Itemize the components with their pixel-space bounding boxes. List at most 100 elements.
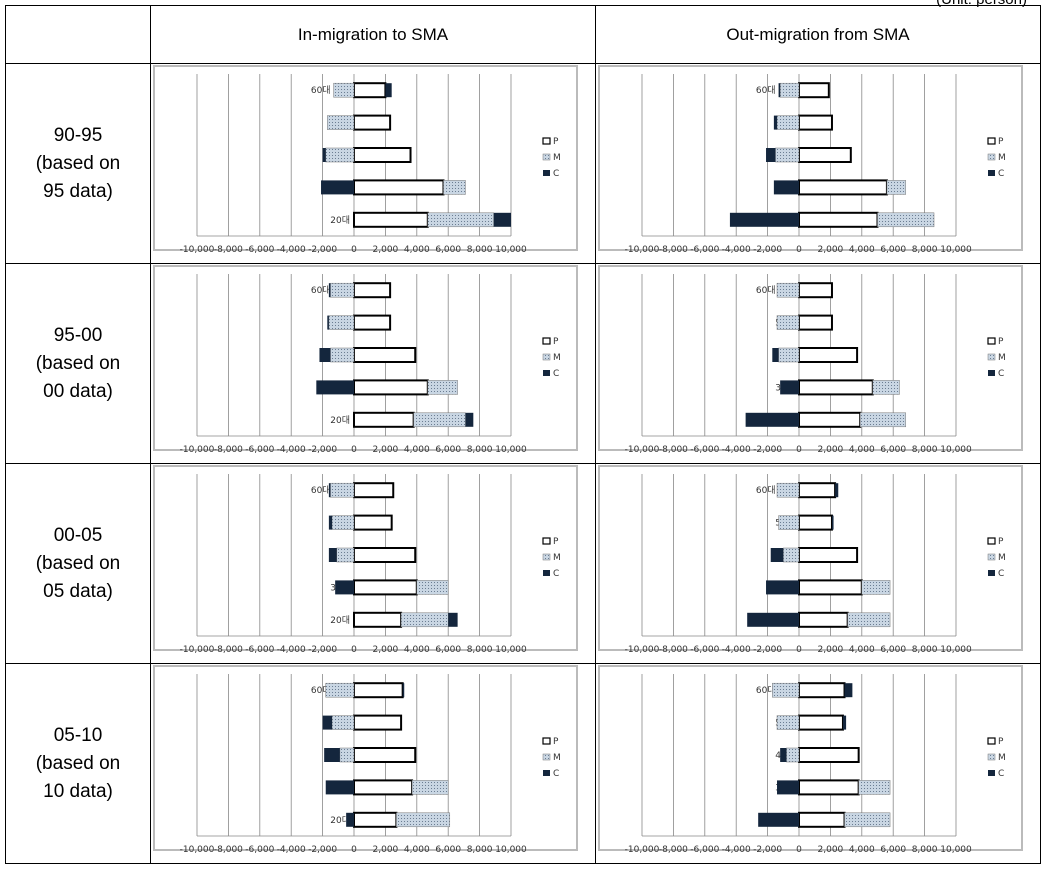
row-label: 00-05 (based on 05 data) [5, 463, 151, 664]
bar-M [783, 547, 800, 563]
bar-C [777, 780, 799, 795]
bar-C [831, 515, 834, 530]
x-tick-label: 2,000 [818, 245, 844, 255]
x-tick-label: 6,000 [435, 445, 461, 455]
bar-M [859, 412, 907, 428]
bar-M [776, 282, 800, 298]
x-tick-label: -10,000 [180, 845, 215, 855]
x-tick-label: 0 [796, 445, 802, 455]
bar-P [798, 411, 862, 428]
legend-swatch-M [987, 553, 996, 561]
x-tick-label: 4,000 [404, 645, 430, 655]
x-tick-label: -2,000 [308, 445, 337, 455]
x-tick-label: 8,000 [467, 445, 493, 455]
chart-cell: -10,000 -8,000 -6,000 -4,000 -2,000 0 2,000 4,0… [150, 663, 596, 864]
bar-M [396, 812, 451, 828]
x-tick-label: -10,000 [625, 445, 660, 455]
bar-C [322, 148, 326, 162]
legend-swatch-C [543, 570, 550, 576]
legend-label: P [553, 737, 559, 747]
bar-P [798, 482, 837, 499]
x-tick-label: -2,000 [753, 445, 782, 455]
bar-C [335, 580, 354, 595]
period: 00-05 [53, 524, 103, 546]
row-label: 95-00 (based on 00 data) [5, 263, 151, 464]
x-tick-label: 0 [351, 845, 357, 855]
bar-P [798, 147, 852, 163]
legend-swatch-C [543, 170, 550, 176]
legend-swatch-M [987, 753, 996, 761]
bar-P [353, 347, 417, 363]
bar-C [766, 580, 799, 595]
legend-swatch-P [987, 737, 996, 745]
bar-chart: -10,000 -8,000 -6,000 -4,000 -2,000 0 2,000 4,0… [598, 665, 1023, 855]
basis: 10 data) [43, 780, 113, 802]
legend-label: M [998, 353, 1006, 363]
bar-M [886, 180, 907, 195]
x-tick-label: 2,000 [373, 445, 399, 455]
bar-M [844, 812, 891, 828]
bar-chart: -10,000 -8,000 -6,000 -4,000 -2,000 0 2,000 4,0… [598, 465, 1023, 655]
x-tick-label: -6,000 [690, 845, 719, 855]
bar-C [766, 148, 776, 162]
legend-swatch-M [542, 353, 551, 361]
legend-label: P [998, 337, 1004, 347]
bar-M [778, 515, 800, 530]
legend-swatch-C [543, 770, 550, 776]
x-tick-label: -4,000 [722, 445, 751, 455]
x-tick-label: 6,000 [880, 245, 906, 255]
bar-M [336, 547, 355, 563]
legend-swatch-C [988, 570, 995, 576]
x-tick-label: 10,000 [495, 445, 527, 455]
bar-P [353, 547, 417, 563]
bar-P [353, 282, 392, 299]
x-tick-label: 0 [351, 445, 357, 455]
bar-M [778, 347, 800, 363]
basis: (based on [35, 752, 121, 774]
x-tick-label: -6,000 [690, 445, 719, 455]
x-tick-label: 4,000 [849, 645, 875, 655]
bar-M [776, 115, 800, 130]
legend-label: P [998, 537, 1004, 547]
bar-C [758, 812, 799, 827]
x-tick-label: -2,000 [308, 245, 337, 255]
legend-label: M [998, 153, 1006, 163]
x-tick-label: -4,000 [277, 245, 306, 255]
bar-M [331, 715, 355, 730]
bar-P [353, 179, 445, 196]
bar-P [353, 411, 415, 428]
bar-P [798, 779, 860, 796]
bar-C [780, 748, 787, 762]
bar-P [353, 611, 403, 628]
x-tick-label: 10,000 [495, 645, 527, 655]
bar-P [798, 211, 879, 228]
x-tick-label: 6,000 [880, 645, 906, 655]
category-label: 20대 [330, 215, 350, 226]
bar-M [416, 580, 449, 595]
legend-swatch-P [987, 137, 996, 145]
bar-P [353, 579, 418, 596]
bar-M [331, 515, 355, 530]
bar-M [443, 180, 466, 195]
legend-swatch-C [988, 770, 995, 776]
row-period: 95-00 (based on 00 data) -10,000 -8,000 -6,0… [5, 263, 1041, 464]
bar-chart: -10,000 -8,000 -6,000 -4,000 -2,000 0 2,000 4,0… [153, 265, 578, 455]
chart-cell: -10,000 -8,000 -6,000 -4,000 -2,000 0 2,000 4,0… [150, 63, 596, 264]
bar-M [411, 780, 449, 795]
x-tick-label: 4,000 [404, 845, 430, 855]
bar-M [786, 747, 800, 763]
bar-P [353, 314, 392, 331]
x-tick-label: -4,000 [277, 645, 306, 655]
bar-C [328, 483, 331, 498]
bar-C [773, 115, 778, 130]
x-tick-label: -8,000 [214, 245, 243, 255]
unit-label: (Unit: person) [936, 0, 1027, 8]
migration-table: In-migration to SMA Out-migration from S… [5, 5, 1041, 864]
header-out-migration: Out-migration from SMA [595, 5, 1041, 64]
bar-M [339, 747, 355, 763]
bar-C [780, 380, 799, 395]
bar-P [353, 114, 392, 131]
bar-M [413, 412, 466, 428]
bar-P [798, 811, 846, 828]
